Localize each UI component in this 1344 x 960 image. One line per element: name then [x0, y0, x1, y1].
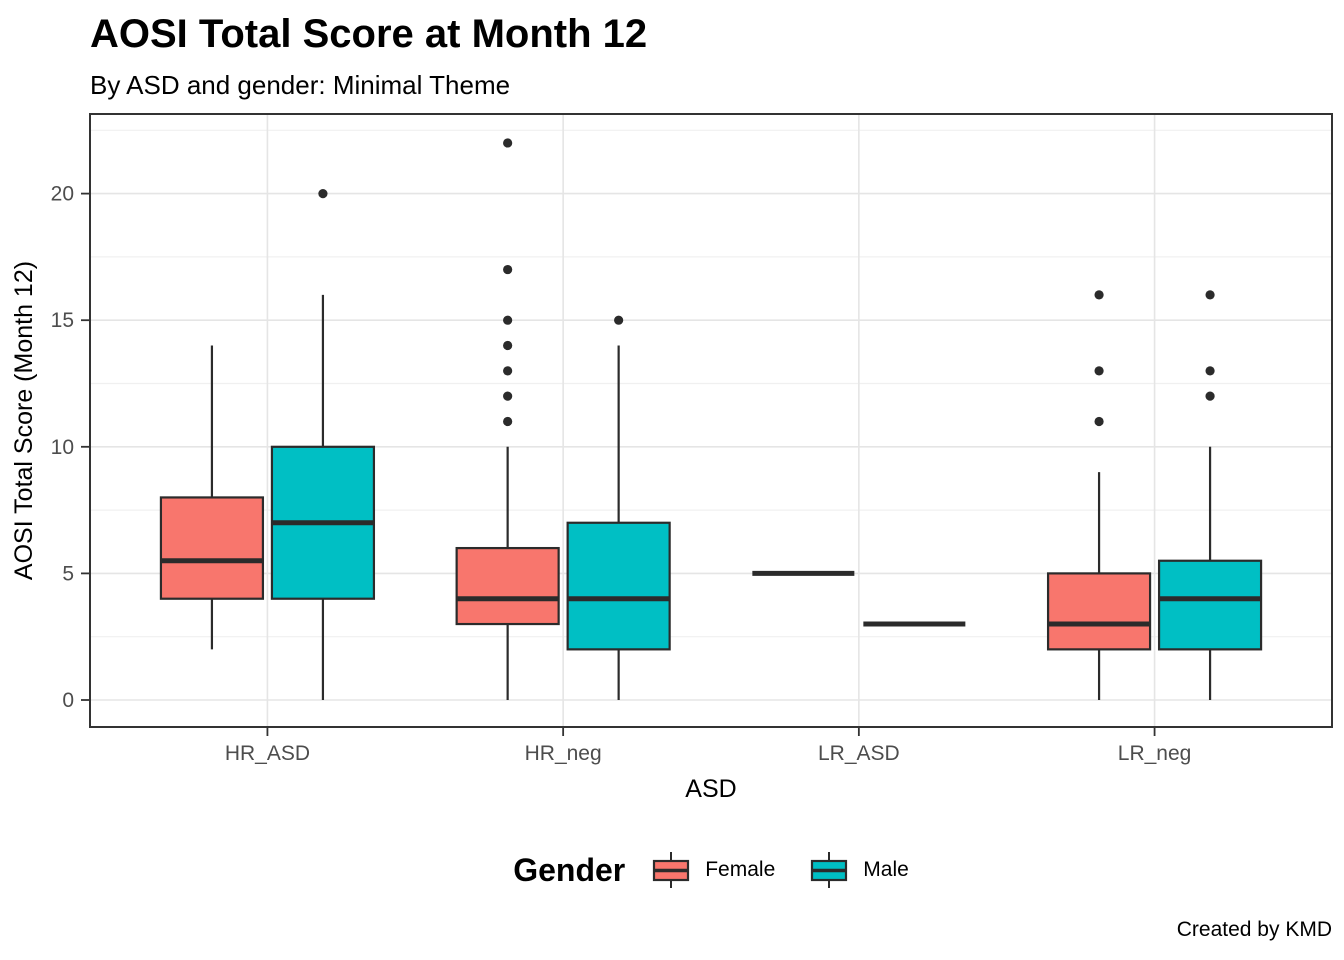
y-tick-label: 5 [62, 562, 74, 585]
y-tick-label: 0 [62, 689, 74, 712]
legend-label: Female [705, 858, 776, 881]
legend-label: Male [863, 858, 909, 881]
y-axis-title: AOSI Total Score (Month 12) [10, 261, 38, 580]
box-HR_neg-Female-outlier [503, 264, 513, 275]
box-LR_neg-Male [1157, 559, 1263, 651]
box-HR_neg-Female-outlier [503, 340, 513, 351]
legend-key-female-boxplot-icon [653, 852, 690, 888]
legend-title: Gender [513, 851, 626, 888]
box-LR_neg-Male-outlier [1205, 366, 1215, 376]
box-LR_neg-Male-outlier [1205, 391, 1215, 401]
chart-caption: Created by KMD [1176, 918, 1332, 941]
legend: Gender Female Male [90, 842, 1332, 898]
box-HR_neg-Female-outlier [503, 138, 513, 148]
box-HR_neg-Female-outlier [503, 416, 513, 427]
box-HR_neg-Male-outlier [614, 315, 624, 325]
legend-entry-female: Female [651, 849, 775, 891]
chart-title: AOSI Total Score at Month 12 [90, 12, 648, 56]
box-LR_neg-Male-outlier [1205, 290, 1215, 300]
x-tick-label: LR_neg [1118, 742, 1192, 765]
box-LR_neg-Female [1046, 572, 1152, 651]
box-HR_neg-Male [566, 521, 671, 651]
x-tick-label: HR_neg [525, 742, 602, 765]
plot-panel: 0 5 10 15 20 HR_ASD HR_neg LR_ASD LR_neg ASD AOSI … [10, 113, 1333, 803]
box-LR_neg-Female-outlier [1094, 416, 1104, 427]
legend-entries: Female Male [651, 849, 909, 891]
box-HR_ASD-Male-outlier [318, 189, 328, 199]
box-HR_neg-Female-outlier [503, 391, 513, 401]
legend-entry-male: Male [809, 849, 909, 891]
box-LR_neg-Female-outlier [1094, 290, 1104, 300]
x-axis-title: ASD [685, 775, 736, 803]
legend-key-male-boxplot-icon [811, 852, 848, 888]
box-HR_neg-Female [455, 546, 560, 626]
box-HR_neg-Female-outlier [503, 315, 513, 325]
x-tick-label: LR_ASD [818, 742, 900, 765]
y-tick-label: 10 [51, 436, 74, 459]
y-tick-label: 15 [51, 309, 74, 332]
box-HR_ASD-Female [159, 496, 265, 600]
y-tick-label: 20 [51, 183, 74, 206]
chart-subtitle: By ASD and gender: Minimal Theme [90, 70, 511, 100]
box-LR_neg-Female-outlier [1094, 366, 1104, 376]
box-HR_neg-Female-outlier [503, 366, 513, 376]
x-tick-label: HR_ASD [225, 742, 310, 765]
panel-border [89, 113, 1333, 728]
